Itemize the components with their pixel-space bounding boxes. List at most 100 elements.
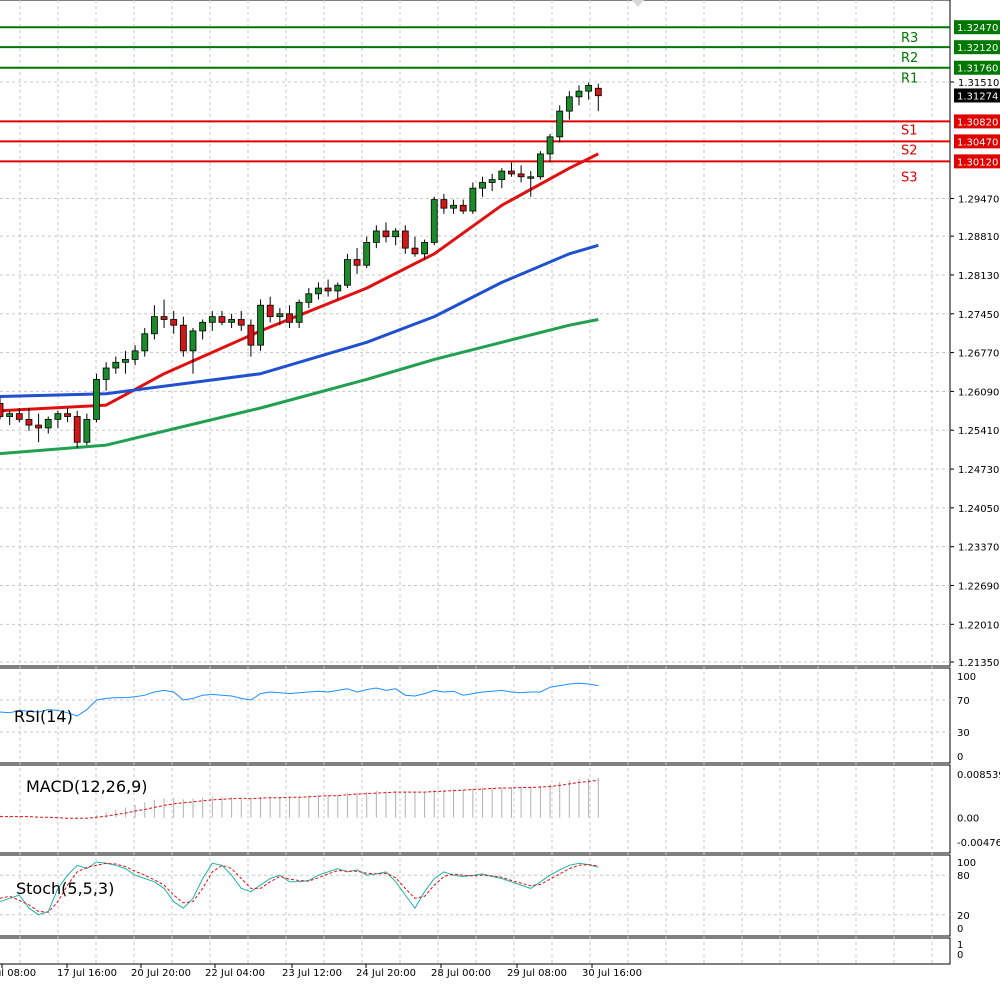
level-price-label: 1.32470 [957, 23, 998, 34]
time-tick-label: 23 Jul 12:00 [282, 968, 342, 979]
level-price-label: 1.30470 [957, 137, 998, 148]
bull-candle [479, 182, 486, 189]
bull-candle [131, 350, 139, 360]
rsi-label: RSI(14) [14, 707, 73, 726]
bull-candle [363, 242, 371, 266]
level-price-tag [954, 20, 1000, 35]
price-tick-label: 1.28130 [958, 271, 999, 282]
level-price-label: 1.32120 [957, 43, 998, 54]
stoch-axis-label: 0 [957, 924, 963, 935]
rsi-pane-frame [0, 667, 951, 764]
bull-candle [469, 187, 477, 212]
bull-candle [295, 301, 303, 323]
bull-candle [334, 284, 342, 292]
bull-candle [112, 361, 120, 369]
bull-candle [102, 367, 110, 380]
rsi-axis-label: 0 [957, 752, 963, 763]
bear-candle [353, 259, 361, 266]
bull-candle [585, 85, 593, 92]
stoch-pane-frame [0, 854, 951, 937]
level-price-tag [954, 60, 1000, 75]
bear-candle [286, 313, 293, 323]
bull-candle [575, 90, 583, 98]
current-price-label: 1.31274 [957, 91, 998, 102]
stoch-label: Stoch(5,5,3) [16, 879, 114, 898]
price-tick-label: 1.28810 [958, 232, 999, 243]
macd-axis-label: -0.00476 [957, 838, 1000, 849]
bear-candle [517, 173, 525, 178]
bull-candle [199, 321, 207, 332]
rsi-line [0, 682, 599, 717]
bear-candle [508, 170, 515, 175]
bear-candle [25, 418, 33, 426]
time-tick-label: 22 Jul 04:00 [205, 968, 265, 979]
bear-candle [401, 230, 409, 249]
indicator-panes: RSI(14) MACD(12,26,9) Stoch(5,5,3) [0, 682, 950, 916]
macd-pane-frame [0, 764, 951, 854]
price-tick-label: 1.29470 [958, 194, 999, 205]
bear-candle [160, 316, 168, 320]
level-price-tag [954, 154, 1000, 169]
time-tick-label: 20 Jul 20:00 [131, 968, 191, 979]
level-price-label: 1.30120 [957, 157, 998, 168]
bull-candle [150, 316, 158, 335]
moving-average-line [0, 243, 599, 398]
bear-candle [324, 287, 332, 292]
level-price-tag [954, 40, 1000, 55]
bear-candle [64, 413, 71, 417]
bull-candle [546, 136, 554, 155]
time-tick-label: 28 Jul 00:00 [431, 968, 491, 979]
bull-candle [527, 176, 535, 179]
bear-candle [440, 199, 448, 209]
bull-candle [372, 230, 380, 243]
bear-candle [247, 324, 255, 346]
bull-candle [556, 110, 564, 138]
bear-candle [459, 204, 467, 212]
grid-layer [0, 0, 951, 965]
bear-candle [266, 304, 274, 318]
time-tick-label: 17 Jul 16:00 [57, 968, 117, 979]
bottom-pane-frame [0, 937, 951, 965]
macd-axis-label: 0.008539 [957, 770, 1000, 781]
price-tick-label: 1.23370 [958, 543, 999, 554]
level-name-label: S1 [901, 123, 918, 138]
bull-candle [276, 313, 284, 318]
bear-candle [594, 87, 602, 97]
bull-candle [537, 153, 544, 178]
bear-candle [237, 319, 245, 326]
price-tick-label: 1.22690 [958, 582, 999, 593]
bull-candle [54, 413, 62, 420]
macd-label: MACD(12,26,9) [26, 777, 148, 796]
level-name-label: S3 [901, 170, 918, 185]
bull-candle [498, 170, 506, 181]
bear-candle [73, 416, 81, 443]
time-tick-label: Jul 08:00 [0, 968, 36, 979]
moving-average-line [0, 318, 599, 456]
price-tick-label: 1.27450 [958, 310, 999, 321]
bull-candle [208, 316, 216, 323]
bull-candle [565, 96, 573, 112]
level-price-label: 1.31760 [957, 64, 998, 75]
bull-candle [44, 418, 52, 429]
bull-candle [83, 418, 91, 443]
level-name-label: S2 [901, 143, 918, 158]
price-tick-label: 1.25410 [958, 426, 999, 437]
bull-candle [189, 330, 197, 352]
bull-candle [6, 413, 14, 417]
bear-candle [15, 413, 23, 420]
bull-candle [430, 199, 438, 243]
time-tick-label: 29 Jul 08:00 [507, 968, 567, 979]
macd-axis-label: 0.00 [957, 814, 979, 825]
bottom-axis-label: 1 [957, 940, 963, 951]
stoch-axis-label: 80 [957, 871, 970, 882]
level-price-tag [954, 134, 1000, 149]
bear-candle [411, 247, 419, 255]
bull-candle [450, 204, 457, 209]
bull-candle [343, 259, 351, 286]
macd-signal-line [0, 779, 599, 819]
bull-candle [488, 179, 496, 183]
level-name-label: R1 [901, 72, 918, 87]
rsi-axis-label: 100 [957, 672, 976, 683]
rsi-axis-label: 30 [957, 728, 970, 739]
